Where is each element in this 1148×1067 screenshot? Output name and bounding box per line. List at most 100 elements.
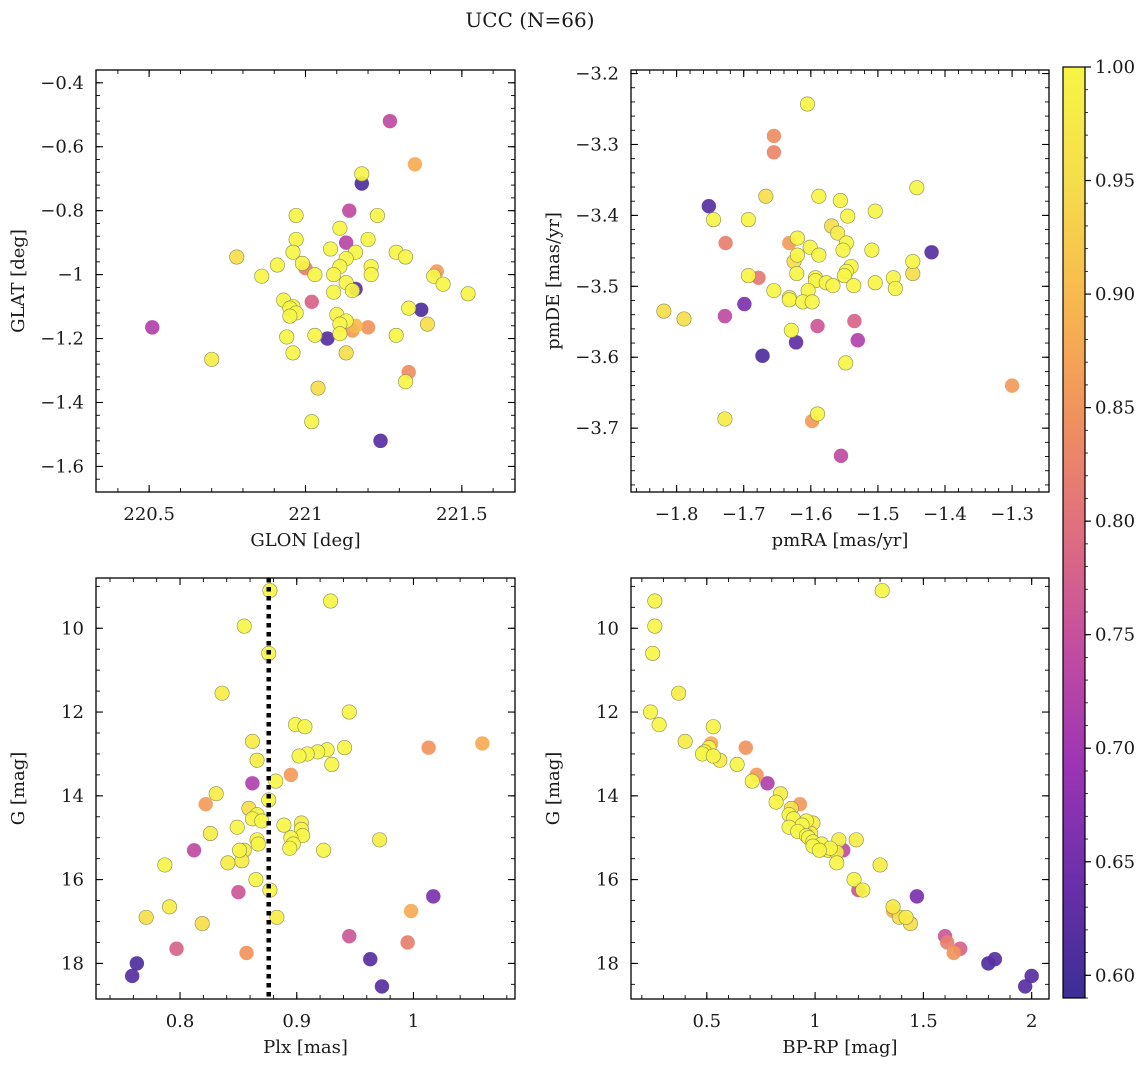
scatter-point [254,268,270,284]
scatter-point [363,267,379,283]
scatter-point [924,245,939,260]
scatter-point [162,899,178,915]
scatter-point [269,909,285,925]
scatter-point [382,113,398,129]
scatter-point [229,819,245,835]
panel-plx-g: 0.8 0.9 1 10 12 14 16 18 Plx [mas] G [mag] [8,577,516,1058]
scatter-point [220,855,236,871]
scatter-point [413,302,429,317]
scatter-point [124,968,140,984]
scatter-point [874,583,890,599]
scatter-point [718,235,733,251]
scatter-point [269,257,285,273]
x-axis-label: GLON [deg] [250,530,360,551]
scatter-point [847,313,862,329]
scatter-point [276,817,292,833]
scatter-point [781,292,797,308]
points [642,583,1039,994]
scatter-point [398,249,414,265]
y-tick-label: −3.5 [575,276,619,297]
y-tick-label: 10 [61,618,84,639]
scatter-point [435,276,451,292]
scatter-point [846,872,862,888]
scatter-point [647,618,663,634]
scatter-point [323,593,339,609]
y-tick-label: −1 [57,265,84,286]
colorbar-tick-label: 0.75 [1095,625,1135,646]
y-tick-label: 12 [61,702,84,723]
y-axis-label: G [mag] [8,752,29,825]
scatter-point [701,198,717,214]
x-tick-label: −1.4 [923,504,967,525]
scatter-point [244,733,260,749]
scatter-point [766,145,782,160]
figure-title: UCC (N=66) [465,8,594,32]
colorbar-tick-label: 0.65 [1095,852,1135,873]
colorbar-tick-label: 1.00 [1095,57,1135,78]
scatter-point [789,247,805,263]
scatter-point [846,278,862,294]
scatter-point [810,406,826,422]
scatter-point [676,311,692,327]
scatter-point [864,242,880,258]
x-axis-label: pmRA [mas/yr] [772,530,909,551]
scatter-point [825,278,841,294]
colorbar-ticks: 0.60 0.65 0.70 0.75 0.80 0.85 0.90 0.95 1.00 [1085,57,1135,999]
scatter-point [766,283,782,299]
x-axis-label: BP-RP [mag] [782,1037,897,1058]
scatter-point [460,286,476,302]
x-tick-label: 1 [408,1011,419,1032]
scatter-point [129,956,145,971]
scatter-point [872,857,888,873]
scatter-point [987,952,1003,967]
scatter-point [758,188,774,204]
scatter-point [811,842,827,858]
scatter-point [297,719,313,735]
scatter-point [789,230,805,246]
scatter-point [372,832,388,848]
scatter-point [248,872,264,888]
scatter-point [887,280,903,296]
scatter-point [789,266,805,282]
x-tick-label: 221.5 [436,504,488,525]
scatter-point [344,283,360,299]
scatter-point [388,327,404,343]
scatter-point [186,843,202,858]
scatter-point [304,414,320,430]
scatter-point [169,941,184,956]
colorbar: 0.60 0.65 0.70 0.75 0.80 0.85 0.90 0.95 1.00 [1062,57,1135,999]
scatter-point [324,756,340,772]
colorbar-tick-label: 0.85 [1095,398,1135,419]
axes-frame [95,69,516,493]
colorbar-tick-label: 0.90 [1095,284,1135,305]
colorbar-tick-label: 0.60 [1095,965,1135,986]
scatter-point [282,308,298,324]
scatter-point [337,740,353,756]
scatter-point [403,903,419,919]
scatter-point [326,284,342,300]
scatter-point [833,448,849,464]
points [124,583,490,994]
scatter-point [677,733,693,749]
y-tick-label: 10 [596,618,619,639]
x-tick-label: 0.9 [282,1011,311,1032]
x-tick-label: −1.7 [722,504,766,525]
scatter-point [202,826,218,842]
scatter-point [755,348,770,364]
scatter-point [705,748,721,764]
scatter-point [788,335,804,350]
scatter-point [706,212,722,228]
scatter-point [905,253,921,269]
y-tick-label: 18 [596,953,619,974]
scatter-point [249,752,265,768]
scatter-point [836,268,852,284]
scatter-point [811,188,827,204]
colorbar-tick-label: 0.80 [1095,511,1135,532]
y-tick-label: −1.4 [40,392,84,413]
x-tick-label: 2 [1026,1011,1037,1032]
y-tick-label: −0.8 [40,201,84,222]
scatter-point [138,909,154,925]
scatter-point [838,355,854,371]
x-tick-label: 1.5 [909,1011,938,1032]
